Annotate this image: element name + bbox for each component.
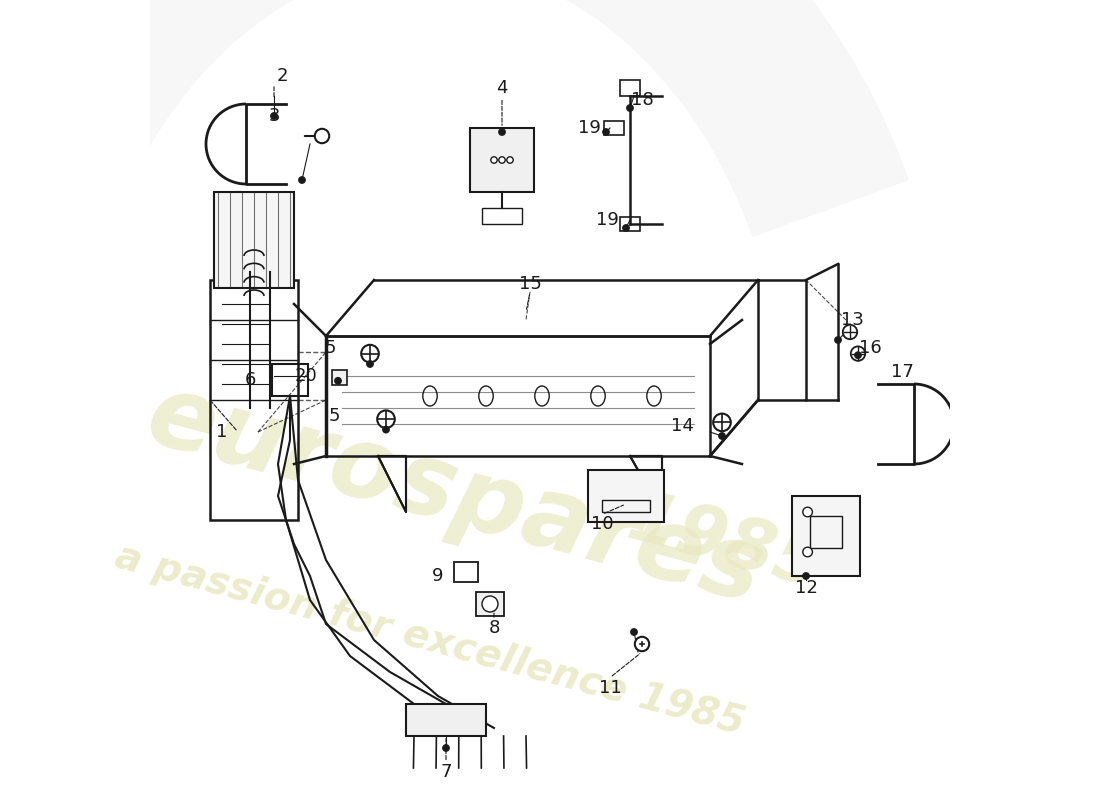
Ellipse shape	[843, 325, 857, 339]
FancyBboxPatch shape	[332, 370, 346, 385]
Ellipse shape	[315, 129, 329, 143]
Circle shape	[271, 113, 277, 119]
Text: 15: 15	[518, 275, 541, 293]
Circle shape	[835, 337, 842, 343]
Text: 5: 5	[328, 407, 340, 425]
Text: 9: 9	[432, 567, 443, 585]
Text: 20: 20	[295, 367, 318, 385]
Ellipse shape	[713, 414, 730, 431]
FancyBboxPatch shape	[406, 704, 486, 736]
Ellipse shape	[377, 410, 395, 428]
FancyBboxPatch shape	[214, 192, 294, 288]
Circle shape	[603, 129, 609, 135]
Text: 7: 7	[440, 763, 452, 781]
Text: eurospares: eurospares	[136, 367, 772, 625]
Text: 6: 6	[244, 371, 255, 389]
Ellipse shape	[850, 346, 866, 361]
Text: 4: 4	[496, 79, 508, 97]
Circle shape	[855, 352, 861, 358]
Circle shape	[334, 378, 341, 384]
Text: 17: 17	[891, 363, 913, 381]
Ellipse shape	[361, 345, 378, 362]
FancyBboxPatch shape	[476, 592, 504, 616]
Text: a passion for excellence 1985: a passion for excellence 1985	[111, 538, 749, 742]
Circle shape	[803, 573, 810, 579]
FancyBboxPatch shape	[470, 128, 534, 192]
FancyBboxPatch shape	[792, 496, 860, 576]
Text: 2: 2	[276, 67, 288, 85]
Ellipse shape	[635, 637, 649, 651]
Circle shape	[630, 629, 637, 635]
Polygon shape	[630, 456, 662, 512]
Ellipse shape	[491, 157, 497, 163]
Circle shape	[383, 426, 389, 433]
Circle shape	[623, 225, 629, 231]
Text: 1985: 1985	[620, 485, 832, 603]
Text: 1: 1	[217, 423, 228, 441]
Text: 5: 5	[324, 339, 336, 357]
Circle shape	[443, 745, 449, 751]
FancyBboxPatch shape	[588, 470, 664, 522]
Text: 3: 3	[268, 107, 279, 125]
Text: 12: 12	[794, 579, 817, 597]
Text: 16: 16	[859, 339, 881, 357]
Text: 11: 11	[598, 679, 622, 697]
Circle shape	[627, 105, 634, 111]
Ellipse shape	[482, 596, 498, 612]
Ellipse shape	[803, 507, 813, 517]
Text: 18: 18	[630, 91, 653, 109]
Text: 10: 10	[591, 515, 614, 533]
Text: 19: 19	[596, 211, 619, 229]
Ellipse shape	[498, 157, 505, 163]
Text: 14: 14	[671, 418, 693, 435]
Polygon shape	[378, 456, 406, 512]
Text: 8: 8	[488, 619, 499, 637]
Text: 13: 13	[842, 311, 864, 329]
Ellipse shape	[507, 157, 514, 163]
Circle shape	[498, 129, 505, 135]
Circle shape	[718, 433, 725, 439]
Text: 19: 19	[578, 119, 601, 137]
Ellipse shape	[803, 547, 813, 557]
Circle shape	[366, 361, 373, 367]
Circle shape	[299, 177, 305, 183]
